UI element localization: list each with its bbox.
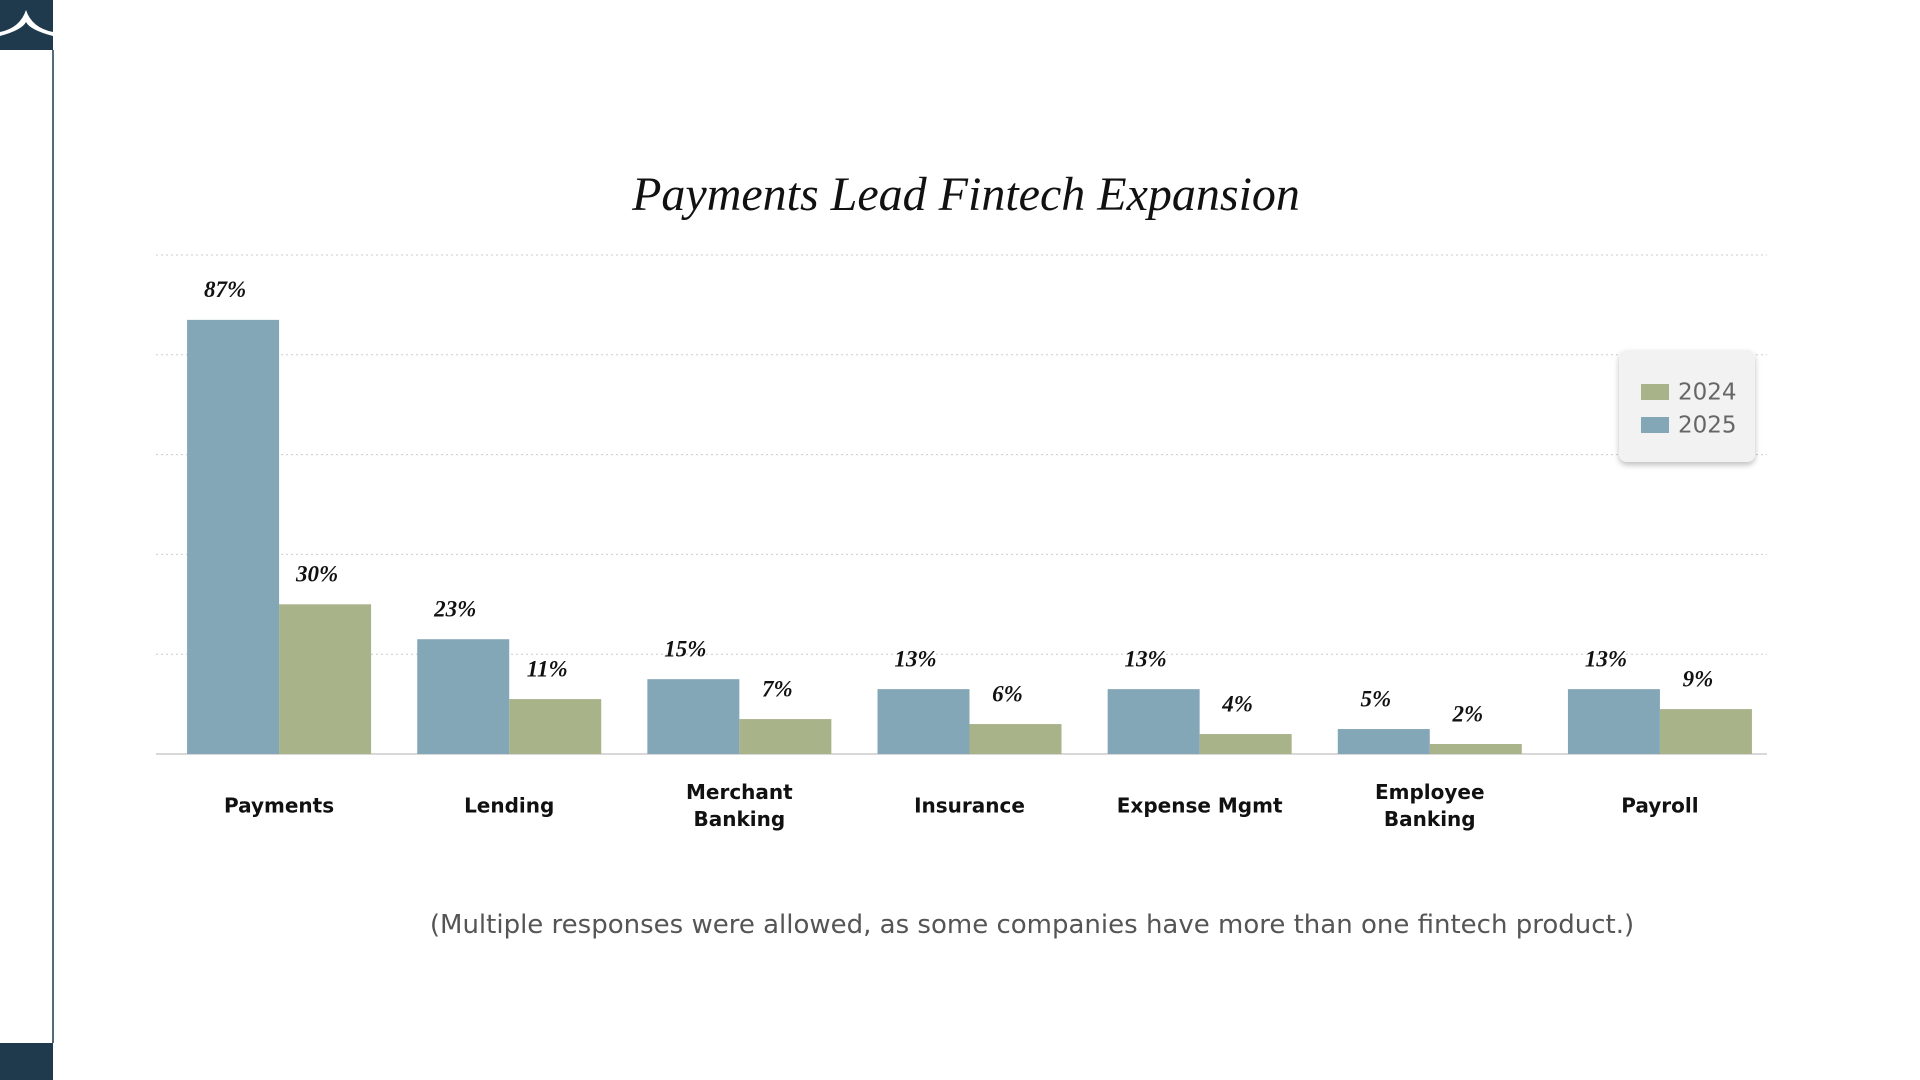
bar (509, 699, 602, 754)
bar (647, 679, 740, 754)
x-tick-label: Payroll (1621, 793, 1699, 818)
data-label: 5% (1360, 686, 1391, 711)
footnote: (Multiple responses were allowed, as som… (429, 910, 1635, 940)
chart-title: Payments Lead Fintech Expansion (631, 168, 1300, 221)
legend-swatch (1641, 417, 1669, 433)
legend-label: 2025 (1678, 413, 1737, 439)
data-label: 9% (1683, 666, 1714, 691)
bar (969, 724, 1062, 754)
x-tick-label: Lending (464, 793, 555, 818)
data-label: 11% (527, 656, 568, 681)
bar (187, 319, 280, 754)
bar (1199, 734, 1292, 754)
data-label: 7% (762, 676, 793, 701)
bar (1567, 689, 1660, 754)
x-tick-label: Payments (223, 793, 335, 818)
x-tick-label: Employee Banking (1374, 780, 1485, 831)
logo-block (0, 0, 53, 50)
bar (1429, 744, 1522, 754)
bar (1107, 689, 1200, 754)
data-label: 30% (295, 562, 338, 587)
data-label: 4% (1221, 691, 1253, 716)
footer-block (0, 1043, 53, 1080)
bar (739, 719, 832, 754)
data-label: 6% (992, 681, 1023, 706)
data-label: 2% (1451, 701, 1483, 726)
data-label: 13% (1585, 646, 1627, 671)
data-label: 13% (1125, 646, 1167, 671)
bar (877, 689, 970, 754)
x-tick-label: Insurance (914, 793, 1025, 818)
data-label: 23% (433, 597, 476, 622)
data-label: 13% (894, 646, 936, 671)
legend-swatch (1641, 384, 1669, 400)
data-label: 87% (204, 277, 246, 302)
x-tick-label: Expense Mgmt (1116, 793, 1283, 818)
x-tick-label: Merchant Banking (685, 780, 793, 831)
legend-label: 2024 (1678, 380, 1737, 406)
logo-mark (0, 10, 53, 36)
bar (1659, 709, 1752, 754)
bar (417, 639, 510, 754)
legend: 2024 2025 (1619, 350, 1755, 462)
bar (1337, 729, 1430, 754)
bar (279, 604, 372, 754)
legend-box (1619, 350, 1755, 462)
data-label: 15% (664, 636, 706, 661)
